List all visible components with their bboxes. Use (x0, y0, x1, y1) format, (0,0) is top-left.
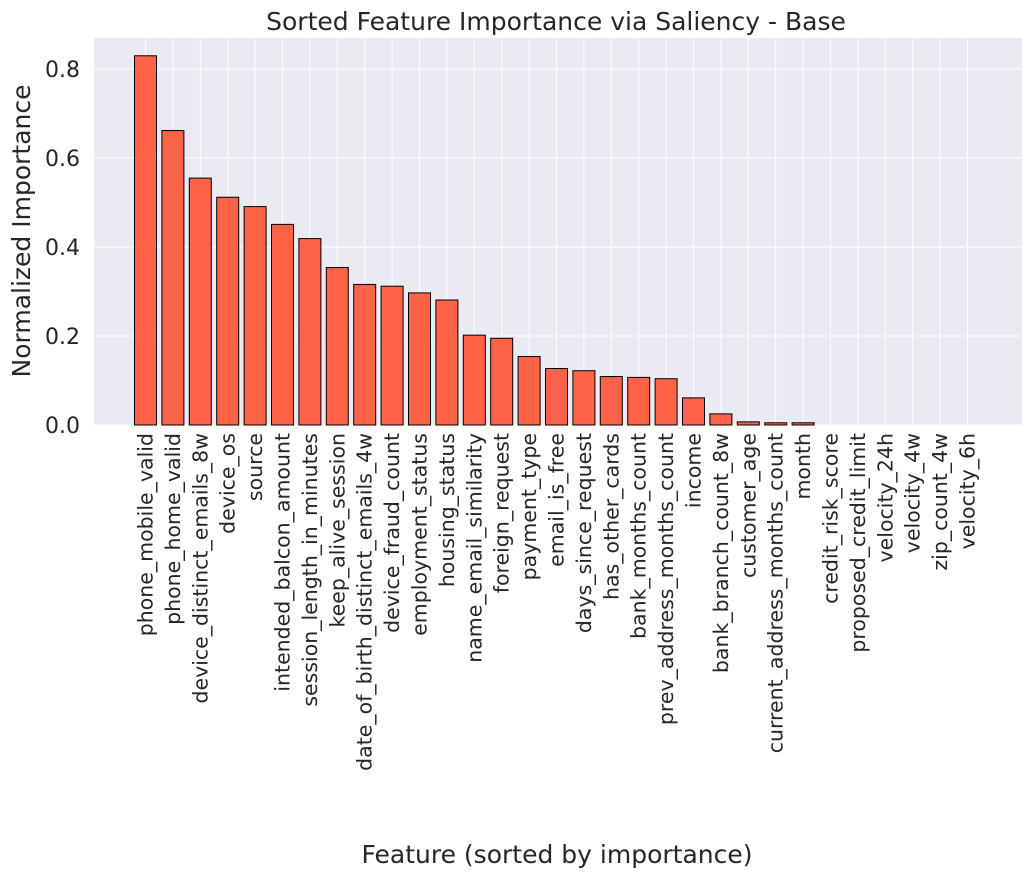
bar-phone-home-valid (161, 130, 185, 426)
x-tick-label: proposed_credit_limit (846, 433, 871, 653)
x-tick-label: name_email_similarity (462, 433, 487, 663)
bar-date-of-birth-distinct-emails-4w (353, 283, 377, 426)
bar-income (682, 397, 705, 426)
x-tick-label: velocity_6h (956, 433, 981, 549)
x-tick-label: bank_branch_count_8w (709, 433, 734, 673)
x-tick-label: credit_risk_score (819, 433, 844, 604)
x-tick-label: income (682, 433, 706, 508)
y-tick-label: 0.0 (45, 414, 80, 439)
bar-customer-age (736, 421, 760, 426)
x-tick-label: source (243, 433, 267, 501)
x-axis-label: Feature (sorted by importance) (362, 840, 753, 869)
bar-device-fraud-count (380, 285, 404, 426)
x-tick-label: velocity_24h (873, 433, 898, 562)
x-tick-label: device_fraud_count (380, 433, 405, 633)
x-tick-label: days_since_request (572, 433, 597, 633)
x-tick-label: foreign_request (490, 433, 515, 593)
bar-device-os (216, 196, 240, 426)
bar-has-other-cards (599, 376, 623, 426)
bar-name-email-similarity (462, 334, 486, 426)
x-tick-labels: phone_mobile_valid phone_home_valid device… (134, 433, 981, 771)
x-tick-label: zip_count_4w (928, 433, 953, 571)
x-tick-label: session_length_in_minutes (298, 433, 323, 707)
y-tick-label: 0.8 (45, 58, 80, 83)
bar-foreign-request (490, 337, 514, 426)
x-tick-label: phone_mobile_valid (134, 433, 159, 636)
bar-email-is-free (545, 368, 568, 426)
y-tick-labels: 0.0 0.2 0.4 0.6 0.8 (45, 58, 80, 439)
y-tick-label: 0.6 (45, 147, 80, 172)
bar-phone-mobile-valid (134, 55, 157, 426)
x-tick-label: intended_balcon_amount (271, 433, 296, 692)
bar-bank-branch-count-8w (709, 413, 733, 426)
x-tick-label: date_of_birth_distinct_emails_4w (353, 433, 378, 771)
x-tick-label: device_os (216, 433, 241, 534)
bar-prev-address-months-count (654, 378, 678, 426)
x-tick-label: phone_home_valid (161, 433, 186, 625)
y-axis-label: Normalized Importance (7, 85, 36, 378)
bar-current-address-months-count (764, 422, 788, 426)
x-tick-label: month (791, 433, 815, 500)
bar-payment-type (517, 355, 541, 426)
x-tick-label: email_is_free (545, 433, 570, 567)
y-tick-label: 0.2 (45, 325, 80, 350)
bar-session-length-in-minutes (298, 238, 322, 426)
bar-device-distinct-emails-8w (188, 177, 212, 426)
bar-intended-balcon-amount (271, 223, 294, 426)
x-tick-label: customer_age (736, 433, 761, 578)
x-tick-label: keep_alive_session (325, 433, 350, 627)
x-tick-label: device_distinct_emails_8w (188, 433, 213, 704)
x-tick-label: prev_address_months_count (654, 433, 679, 725)
chart-title: Sorted Feature Importance via Saliency -… (266, 7, 846, 36)
bar-source (243, 206, 267, 426)
x-tick-label: velocity_4w (901, 433, 926, 553)
x-tick-label: employment_status (408, 433, 433, 636)
x-tick-label: payment_type (517, 433, 542, 580)
bar-housing-status (435, 299, 459, 426)
bar-keep-alive-session (325, 267, 349, 426)
bars (134, 55, 815, 426)
bar-bank-months-count (627, 376, 651, 426)
bar-month (791, 422, 815, 426)
y-tick-label: 0.4 (45, 236, 80, 261)
bar-days-since-request (572, 370, 596, 426)
x-tick-label: current_address_months_count (764, 433, 789, 753)
x-tick-label: bank_months_count (627, 433, 652, 639)
bar-employment-status (408, 292, 431, 426)
x-tick-label: has_other_cards (599, 433, 624, 600)
x-tick-label: housing_status (435, 433, 460, 587)
